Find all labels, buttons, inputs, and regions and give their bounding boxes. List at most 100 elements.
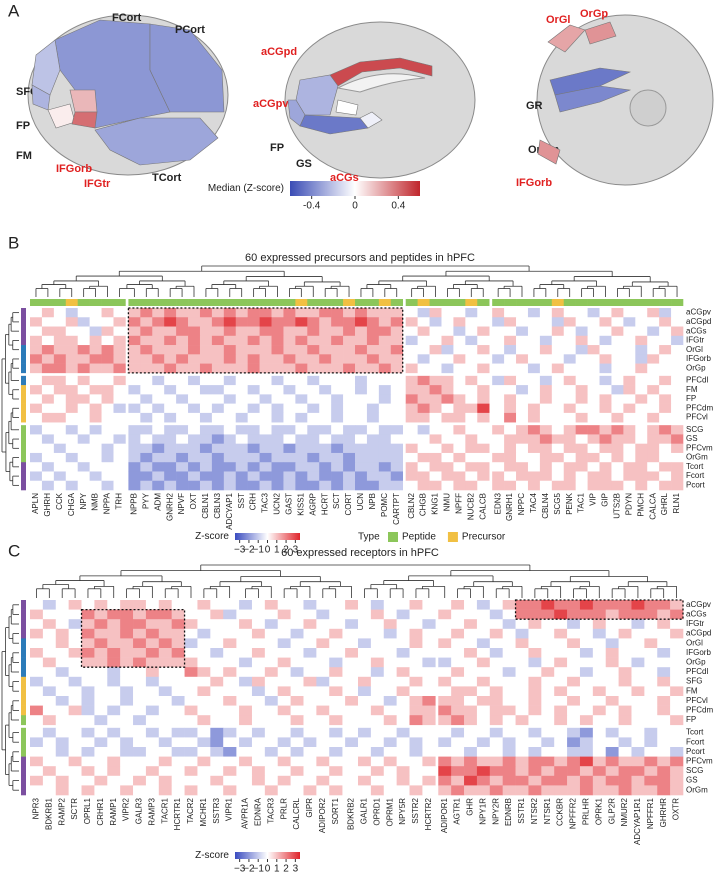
heatmap-cell xyxy=(409,727,423,738)
heatmap-cell xyxy=(659,335,672,346)
heatmap-cell xyxy=(671,434,684,444)
heatmap-cell xyxy=(671,335,684,346)
heatmap-cell xyxy=(405,394,418,404)
heatmap-cell xyxy=(319,462,332,472)
heatmap-cell xyxy=(527,471,541,482)
heatmap-cell xyxy=(65,354,79,364)
heatmap-cell xyxy=(670,766,684,777)
heatmap-cell xyxy=(567,676,581,687)
row-group xyxy=(21,452,26,463)
column-label: RAMP1 xyxy=(109,797,118,825)
heatmap-cell xyxy=(611,345,624,355)
heatmap-cell xyxy=(290,715,304,726)
row-label: OrGm xyxy=(686,453,708,462)
heatmap-cell xyxy=(599,375,612,386)
heatmap-cell xyxy=(89,462,102,472)
column-label: NPVF xyxy=(177,493,186,514)
heatmap-cell xyxy=(554,715,568,726)
heatmap-cell xyxy=(295,434,308,444)
heatmap-cell xyxy=(527,317,541,327)
heatmap-cell xyxy=(303,600,317,610)
heatmap-cell xyxy=(65,462,79,472)
heatmap-cell xyxy=(527,394,541,404)
row-group xyxy=(21,696,26,706)
heatmap-cell xyxy=(383,747,397,757)
heatmap-cell xyxy=(515,600,529,610)
heatmap-cell xyxy=(197,775,211,786)
heatmap-cell xyxy=(592,737,607,748)
heatmap-cell xyxy=(307,425,320,435)
heatmap-cell xyxy=(417,403,430,414)
heatmap-cell xyxy=(271,345,284,355)
column-label: PRLR xyxy=(279,798,288,820)
heatmap-cell xyxy=(438,609,452,620)
heatmap-cell xyxy=(107,747,121,757)
heatmap-cell xyxy=(184,727,198,738)
heatmap-cell xyxy=(504,462,517,472)
heatmap-cell xyxy=(145,628,160,639)
heatmap-cell xyxy=(188,452,201,463)
heatmap-cell xyxy=(464,696,478,706)
heatmap-cell xyxy=(670,747,684,757)
heatmap-cell xyxy=(605,657,619,668)
heatmap-cell xyxy=(290,648,304,658)
heatmap-cell xyxy=(199,480,213,491)
heatmap-cell xyxy=(55,705,69,716)
heatmap-cell xyxy=(647,452,660,463)
heatmap-cell xyxy=(295,326,308,337)
heatmap-cell xyxy=(68,638,82,649)
heatmap-cell xyxy=(55,667,69,678)
type-cell xyxy=(539,299,553,306)
heatmap-cell xyxy=(464,600,478,610)
heatmap-cell xyxy=(239,609,253,620)
heatmap-cell xyxy=(429,385,442,395)
heatmap-cell xyxy=(53,354,67,364)
heatmap-cell xyxy=(476,766,491,777)
heatmap-cell xyxy=(107,737,121,748)
heatmap-cell xyxy=(345,619,359,630)
heatmap-cell xyxy=(647,354,660,364)
column-label: CORT xyxy=(344,493,353,516)
heatmap-cell xyxy=(657,747,671,757)
heatmap-cell xyxy=(429,452,442,463)
heatmap-cell xyxy=(239,727,253,738)
heatmap-cell xyxy=(316,628,330,639)
heatmap-cell xyxy=(41,326,55,337)
heatmap-cell xyxy=(396,609,410,620)
heatmap-cell xyxy=(55,686,69,697)
heatmap-cell xyxy=(567,696,581,706)
heatmap-cell xyxy=(635,308,648,318)
heatmap-cell xyxy=(670,715,684,726)
heatmap-cell xyxy=(30,609,44,620)
heatmap-cell xyxy=(429,354,442,364)
heatmap-cell xyxy=(55,676,69,687)
heatmap-cell xyxy=(417,317,430,327)
colorbar-tick-label: −3 xyxy=(234,545,246,556)
heatmap-cell xyxy=(113,403,126,414)
heatmap-cell xyxy=(295,480,308,491)
brain-region xyxy=(71,111,98,129)
heatmap-cell xyxy=(223,686,237,697)
heatmap-cell xyxy=(417,326,430,337)
column-label: GAST xyxy=(285,493,294,515)
heatmap-cell xyxy=(68,609,82,620)
heatmap-cell xyxy=(671,471,684,482)
heatmap-cell xyxy=(541,648,555,658)
heatmap-cell xyxy=(378,326,392,337)
row-group xyxy=(21,657,26,668)
heatmap-cell xyxy=(264,727,279,738)
row-group xyxy=(21,676,26,687)
heatmap-cell xyxy=(527,412,541,423)
heatmap-cell xyxy=(30,648,44,658)
heatmap-cell xyxy=(563,326,576,337)
heatmap-cell xyxy=(567,705,581,716)
highlight-box xyxy=(80,608,186,668)
heatmap-cell xyxy=(623,452,636,463)
type-cell xyxy=(152,299,165,306)
heatmap-cell xyxy=(383,648,397,658)
heatmap-cell xyxy=(307,385,320,395)
heatmap-cell xyxy=(405,443,418,454)
heatmap-cell xyxy=(210,785,224,796)
heatmap-cell xyxy=(579,705,594,716)
column-label: SSTR3 xyxy=(212,797,221,823)
